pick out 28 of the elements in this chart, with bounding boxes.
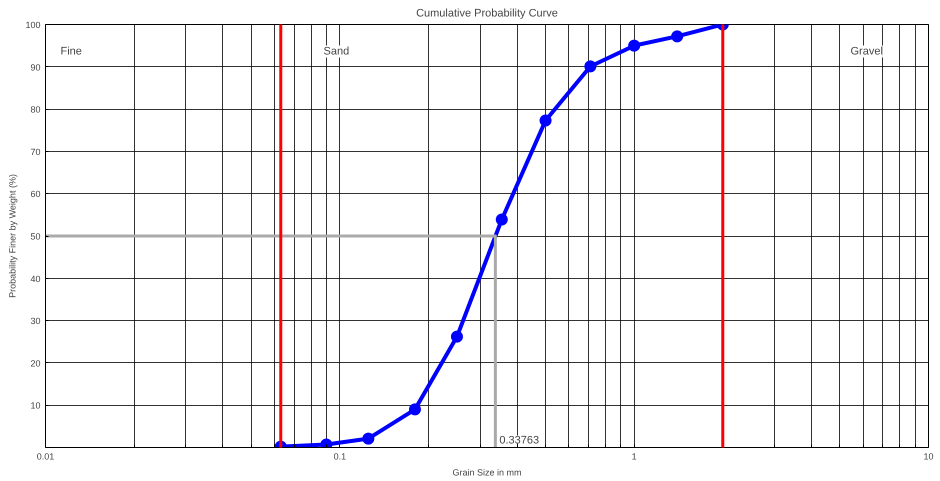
y-tick-label: 40 [30, 274, 41, 284]
y-tick-label: 30 [30, 316, 41, 326]
annotation: Sand [324, 46, 350, 58]
annotation: Gravel [850, 46, 883, 58]
annotation: 0.33763 [499, 434, 540, 446]
x-tick-label: 0.01 [36, 452, 54, 462]
point [496, 214, 508, 226]
annotation: Fine [60, 46, 82, 58]
y-tick-label: 60 [30, 189, 41, 200]
point [408, 403, 421, 416]
x-tick-label: 1 [632, 452, 637, 462]
x-tick-label: 0.1 [334, 452, 346, 462]
y-tick-label: 70 [30, 146, 41, 157]
point [540, 114, 552, 127]
x-axis-title: Grain Size in mm [452, 468, 522, 478]
point [671, 30, 684, 42]
y-tick-label: 10 [30, 400, 41, 411]
y-tick-label: 20 [30, 358, 41, 368]
point [584, 60, 596, 72]
point [628, 40, 640, 52]
point [450, 330, 463, 343]
y-tick-label: 80 [30, 104, 41, 115]
y-axis-title: Probability Finer by Weight (%) [7, 174, 18, 298]
y-tick-label: 50 [30, 232, 41, 242]
x-tick-label: 10 [923, 452, 934, 462]
y-tick-label: 90 [30, 62, 41, 72]
y-tick-label: 100 [25, 20, 41, 30]
chart-title: Cumulative Probability Curve [416, 8, 558, 20]
